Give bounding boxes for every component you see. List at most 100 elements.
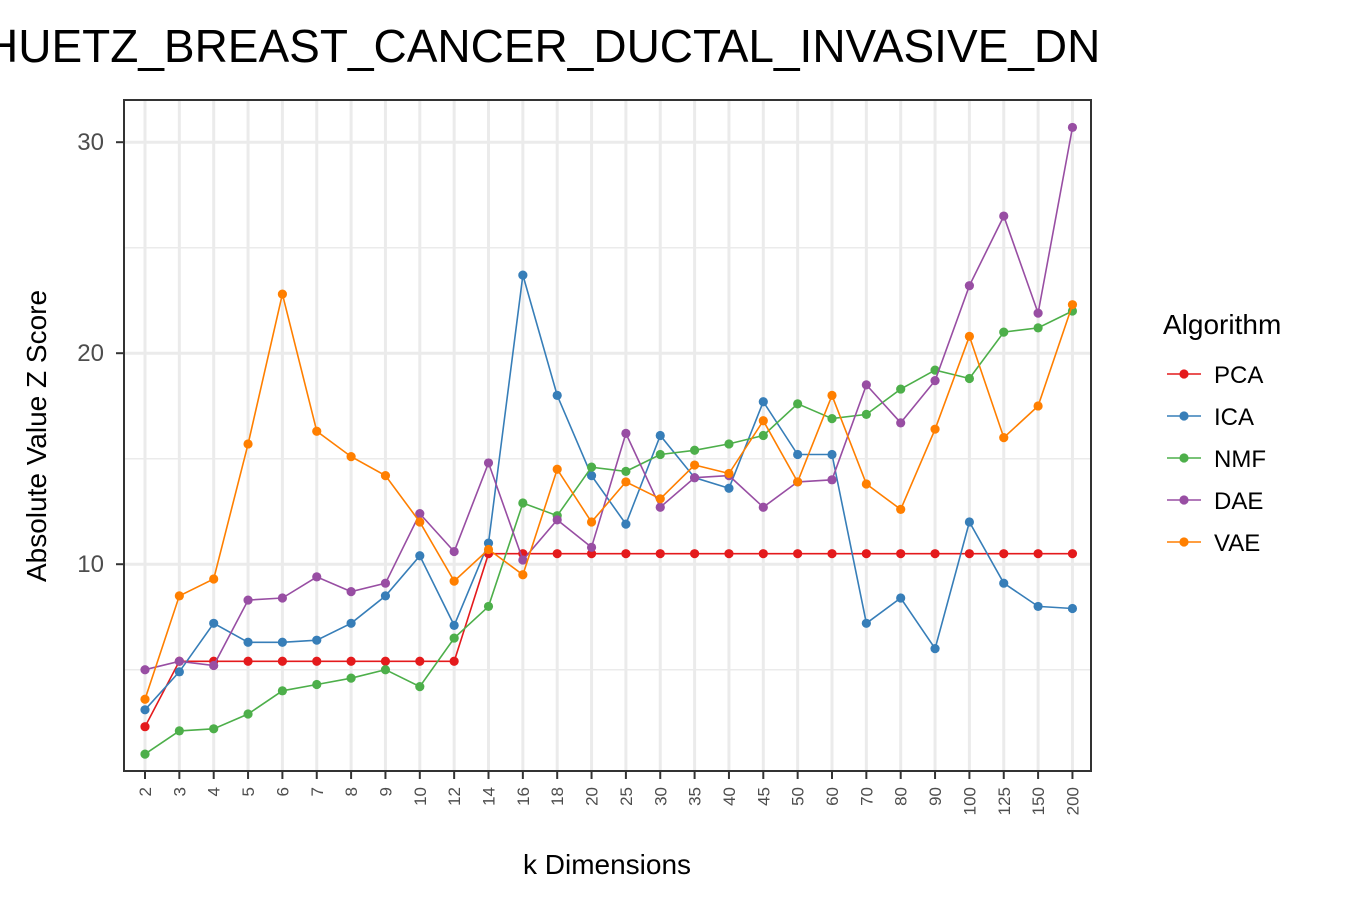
legend-label: ICA [1214,404,1254,431]
legend-key-point [1179,411,1189,421]
data-point-vae [518,570,528,580]
data-point-dae [827,475,837,485]
data-point-nmf [312,679,322,690]
x-tick-label: 40 [720,787,739,806]
data-point-nmf [415,681,425,692]
series-line-pca [144,552,1073,728]
x-tick-label: 18 [548,787,567,806]
data-point-ica [174,667,184,677]
data-point-dae [1067,122,1078,133]
data-point-ica [1067,603,1078,614]
data-point-dae [1033,308,1043,318]
data-point-vae [552,464,562,474]
x-tick-label: 200 [1063,787,1082,815]
data-point-dae [483,458,494,468]
data-point-pca [415,656,425,666]
legend: Algorithm PCA ICA NMF DAE VAE [1163,309,1281,557]
data-point-vae [930,424,940,434]
x-tick-label: 6 [273,787,292,796]
data-point-vae [174,591,184,601]
legend-item-pca: PCA [1167,362,1263,389]
data-point-ica [312,635,322,645]
data-point-nmf [999,327,1009,337]
x-tick-label: 3 [170,787,189,796]
series-line-dae [144,127,1074,671]
data-point-nmf [827,414,837,424]
series-nmf [140,306,1078,759]
x-tick-label: 45 [754,787,773,806]
data-point-vae [1067,300,1078,310]
data-point-pca [930,549,940,559]
legend-key-point [1179,453,1189,463]
series-line-nmf [144,310,1073,755]
chart-title: HUETZ_BREAST_CANCER_DUCTAL_INVASIVE_DN [0,20,1100,72]
data-point-nmf [621,466,631,476]
x-tick-label: 7 [308,787,327,796]
x-tick-label: 50 [789,787,808,806]
data-point-nmf [518,498,528,508]
grid [124,100,1091,771]
x-axis-title: k Dimensions [523,849,691,880]
data-point-nmf [140,749,150,759]
data-point-vae [758,416,768,426]
data-point-dae [277,593,287,603]
data-point-dae [930,376,940,386]
x-tick-label: 16 [514,787,533,806]
data-point-dae [346,587,356,597]
data-point-nmf [793,399,803,409]
legend-items: PCA ICA NMF DAE VAE [1167,362,1266,557]
data-point-vae [861,479,871,489]
data-point-nmf [174,726,184,736]
data-point-dae [415,508,425,519]
data-point-vae [346,452,356,462]
x-tick-label: 14 [480,787,499,806]
x-tick-label: 100 [960,787,979,815]
data-point-pca [896,549,906,559]
data-point-vae [793,477,803,487]
x-tick-label: 80 [892,787,911,806]
data-point-ica [930,644,940,654]
x-tick-label: 20 [583,787,602,806]
data-point-nmf [243,709,253,719]
data-point-dae [655,502,665,512]
data-point-ica [483,538,494,548]
y-axis-title: Absolute Value Z Score [21,290,52,582]
data-point-nmf [277,686,287,696]
legend-item-dae: DAE [1167,488,1263,515]
x-tick-label: 25 [617,787,636,806]
data-point-ica [346,618,356,628]
data-point-pca [655,549,665,559]
series-line-vae [144,293,1074,700]
data-point-dae [140,665,150,675]
data-point-pca [312,656,322,666]
data-point-vae [999,433,1009,443]
x-tick-label: 150 [1029,787,1048,815]
data-point-vae [1033,401,1043,411]
legend-label: PCA [1214,362,1263,389]
data-point-vae [140,694,150,704]
x-tick-label: 8 [342,787,361,796]
data-point-dae [690,473,700,483]
data-point-pca [243,656,253,666]
data-point-ica [140,705,150,715]
data-point-dae [243,595,253,605]
y-tick-label: 10 [77,551,104,578]
data-point-ica [586,470,597,481]
data-point-pca [449,656,459,666]
data-point-nmf [690,445,700,455]
data-point-ica [827,449,837,460]
data-point-nmf [209,724,219,734]
data-point-vae [724,468,734,479]
data-point-dae [758,502,768,512]
data-point-vae [586,517,597,527]
data-point-dae [964,281,975,291]
legend-label: NMF [1214,446,1266,473]
x-tick-label: 60 [823,787,842,806]
data-point-dae [518,555,528,565]
data-point-dae [209,660,219,671]
data-point-vae [964,331,975,341]
x-tick-label: 5 [239,787,258,796]
data-point-pca [964,549,975,559]
legend-key-point [1179,369,1189,379]
